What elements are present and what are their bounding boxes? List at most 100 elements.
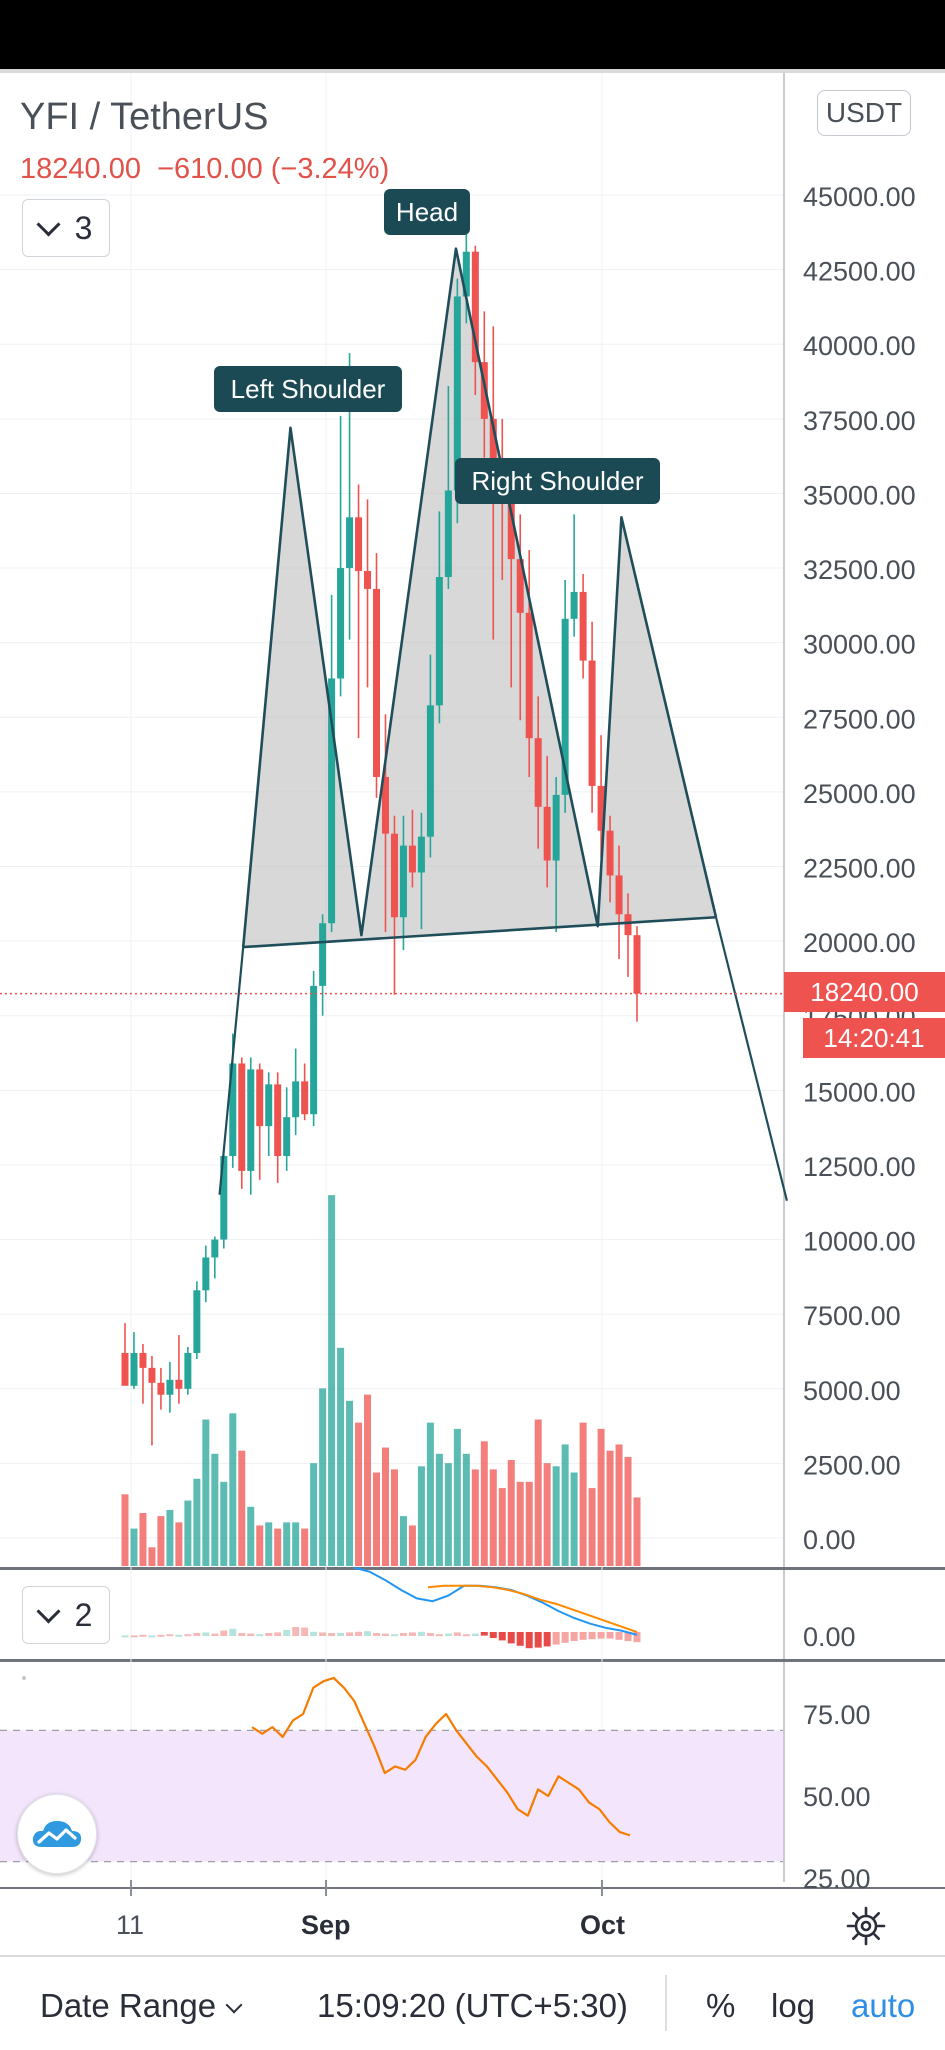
pane-divider (0, 1659, 945, 1662)
volume-bar (211, 1453, 219, 1566)
macd-histogram-bar (408, 1632, 416, 1636)
volume-bar (516, 1481, 524, 1566)
pattern-label: Left Shoulder (231, 374, 386, 404)
macd-histogram-bar (426, 1633, 434, 1636)
volume-bar (157, 1516, 165, 1566)
candle-body (516, 559, 524, 613)
candle-body (615, 875, 623, 915)
candle-body (588, 660, 596, 786)
toolbar-divider (665, 1975, 667, 2031)
macd-histogram-bar (606, 1632, 614, 1639)
volume-bar (193, 1478, 201, 1566)
volume-bar (561, 1444, 569, 1566)
macd-histogram-bar (310, 1631, 318, 1636)
candle-body (337, 568, 345, 679)
volume-bar (426, 1422, 434, 1566)
macd-histogram-bar (274, 1632, 282, 1636)
pattern-outline (241, 247, 718, 948)
candle-body (247, 1069, 255, 1171)
countdown-tag: 14:20:41 (803, 1018, 945, 1058)
symbol-title[interactable]: YFI / TetherUS (20, 96, 269, 138)
macd-histogram-bar (516, 1632, 524, 1646)
macd-histogram-bar (364, 1631, 372, 1636)
rsi-tick-label: 75.00 (803, 1700, 871, 1730)
macd-histogram-bar (552, 1632, 560, 1645)
macd-histogram-bar (337, 1633, 345, 1636)
indicator-legend-toggle[interactable]: 2 (22, 1586, 110, 1644)
date-range-button[interactable]: Date Range (40, 1987, 243, 2025)
price-tick-label: 5000.00 (803, 1376, 901, 1406)
candle-body (139, 1352, 147, 1368)
macd-histogram-bar (247, 1633, 255, 1636)
candle-body (238, 1063, 246, 1171)
candle-body (462, 251, 470, 297)
macd-histogram-bar (157, 1634, 165, 1637)
volume-bar (130, 1528, 138, 1566)
volume-bar (202, 1419, 210, 1566)
candle-body (444, 490, 452, 578)
candle-body (534, 738, 542, 807)
macd-histogram-bar (301, 1627, 309, 1636)
currency-badge[interactable]: USDT (817, 90, 911, 136)
volume-bar (408, 1525, 416, 1566)
volume-bar (552, 1466, 560, 1566)
candle-body (552, 794, 560, 861)
pane-dot (22, 1676, 26, 1680)
price-change: 18240.00 −610.00 (−3.24%) (20, 153, 390, 185)
volume-bar (184, 1500, 192, 1566)
legend-count: 3 (74, 209, 93, 246)
macd-histogram-bar (381, 1633, 389, 1636)
candle-body (570, 591, 578, 619)
candle-body (435, 577, 443, 706)
chevron-down-icon (36, 211, 61, 237)
neckline (243, 915, 717, 949)
candle-body (256, 1069, 264, 1127)
macd-histogram-bar (193, 1633, 201, 1636)
macd-histogram-bar (417, 1631, 425, 1636)
candle-body (328, 678, 336, 924)
volume-bar (633, 1497, 641, 1566)
rsi-line (251, 1676, 631, 1837)
candle-body (211, 1239, 219, 1258)
macd-histogram-bar (373, 1633, 381, 1636)
volume-bar (507, 1460, 515, 1566)
volume-bar (373, 1472, 381, 1566)
time-tick: 11 (116, 1910, 145, 1940)
log-scale-toggle[interactable]: log (771, 1987, 816, 2024)
volume-bar (399, 1516, 407, 1566)
chart-area[interactable]: 0.00 2500.00 5000.00 7500.00 10000.00 12500.0… (0, 73, 945, 1955)
gear-icon[interactable] (845, 1905, 887, 1947)
candle-body (606, 830, 614, 876)
macd-histogram-bar (534, 1632, 542, 1648)
macd-histogram-bar (328, 1633, 336, 1636)
clock-display[interactable]: 15:09:20 (UTC+5:30) (317, 1987, 628, 2024)
price-tick-label: 37500.00 (803, 406, 916, 436)
volume-bar (390, 1469, 398, 1566)
macd-histogram-bar (175, 1634, 183, 1637)
macd-histogram-bar (462, 1634, 470, 1637)
auto-scale-toggle[interactable]: auto (851, 1987, 916, 2024)
macd-histogram-bar (579, 1632, 587, 1640)
macd-histogram-bar (633, 1632, 641, 1643)
macd-histogram-bar (507, 1632, 515, 1644)
macd-histogram-bar (390, 1634, 398, 1637)
percent-scale-toggle[interactable]: % (706, 1987, 736, 2024)
rsi-tick-label: 50.00 (803, 1782, 871, 1812)
volume-bar (381, 1447, 389, 1566)
candle-body (597, 785, 605, 831)
main-legend-toggle[interactable]: 3 (22, 199, 110, 257)
price-tick-label: 40000.00 (803, 331, 916, 361)
volume-bar (337, 1347, 345, 1566)
price-tick-label: 32500.00 (803, 555, 916, 585)
macd-histogram-bar (471, 1633, 479, 1636)
tradingview-cloud-icon[interactable] (17, 1794, 97, 1874)
price-tick-label: 15000.00 (803, 1077, 916, 1107)
candle-body (148, 1367, 156, 1383)
volume-bar (606, 1450, 614, 1566)
candle-body (480, 362, 488, 419)
price-tick-label: 30000.00 (803, 630, 916, 660)
pattern-label-box (455, 458, 660, 504)
macd-histogram-bar (256, 1634, 264, 1637)
candle-body (310, 985, 318, 1115)
rsi-band (0, 1730, 783, 1862)
